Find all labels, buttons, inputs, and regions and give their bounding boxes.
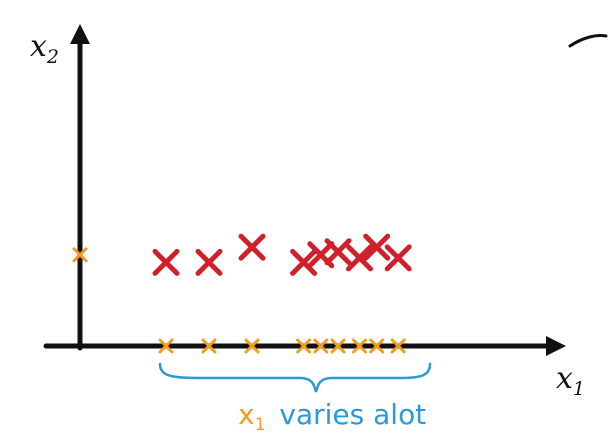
data-points	[72, 233, 412, 354]
orange-x1-projection-mark	[369, 338, 385, 354]
axes: x2 x1	[30, 24, 585, 400]
orange-x2-projection-mark	[72, 247, 88, 263]
red-x-mark	[324, 238, 352, 266]
red-x-mark	[384, 244, 412, 272]
margin-pen-stroke	[568, 34, 608, 48]
annotation-text: varies alot	[279, 398, 426, 431]
annotation-var-sub: 1	[255, 415, 266, 435]
y-axis-label-sub: 2	[46, 46, 59, 68]
x1-brace	[158, 362, 432, 393]
red-x-mark	[195, 248, 223, 276]
x-axis-arrow	[546, 336, 566, 356]
red-x-mark	[152, 248, 180, 276]
annotation-var: x	[238, 398, 255, 431]
orange-x1-projection-mark	[330, 338, 346, 354]
orange-x1-projection-mark	[390, 338, 406, 354]
red-x-mark	[290, 248, 318, 276]
y-axis-label: x2	[30, 29, 59, 68]
red-x-mark	[238, 233, 266, 261]
y-axis-arrow	[70, 24, 90, 44]
red-x-mark	[363, 233, 391, 261]
orange-x1-projection-mark	[352, 338, 367, 354]
x-axis-label-sub: 1	[573, 378, 585, 400]
orange-x1-projection-mark	[296, 338, 312, 354]
orange-x1-projection-mark	[201, 338, 217, 354]
variance-annotation: x1 varies alot	[238, 398, 426, 435]
x-axis-label: x1	[556, 361, 585, 400]
orange-x1-projection-mark	[244, 338, 260, 354]
orange-x1-projection-mark	[158, 338, 174, 354]
red-x-mark	[346, 244, 373, 272]
orange-x1-projection-mark	[313, 338, 329, 354]
